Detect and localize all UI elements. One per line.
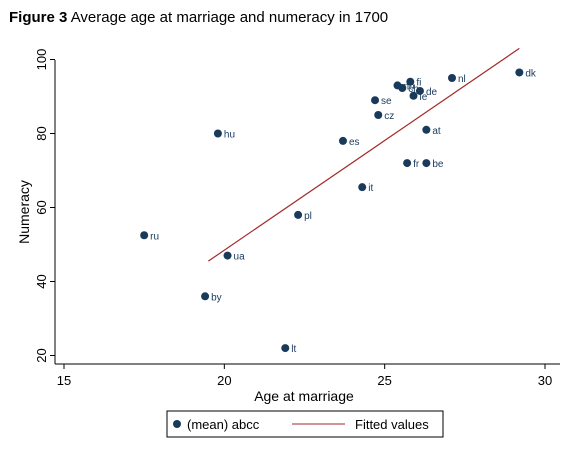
data-point-ua <box>223 251 232 260</box>
data-point-lt <box>281 344 290 353</box>
fitted-line-group <box>207 47 520 262</box>
x-ticks: 15 20 25 30 <box>57 364 552 388</box>
point-label-by: by <box>211 292 222 303</box>
axes <box>54 60 560 365</box>
data-point-hu <box>213 129 222 138</box>
point-label-ie: ie <box>420 92 428 103</box>
data-point-ru <box>140 231 149 240</box>
figure-caption: Figure 3 Average age at marriage and num… <box>9 9 388 26</box>
y-tick-label: 60 <box>34 200 49 214</box>
point-label-it: it <box>368 183 373 194</box>
legend-marker-scatter <box>173 420 181 428</box>
y-ticks: 20 40 60 80 100 <box>34 49 55 363</box>
x-tick-label: 30 <box>538 373 552 388</box>
x-tick-label: 25 <box>377 373 391 388</box>
data-point-cz <box>374 111 383 119</box>
y-tick-label: 20 <box>34 348 49 362</box>
point-label-ch: ch <box>408 84 419 95</box>
y-tick-label: 80 <box>34 126 49 140</box>
point-label-lt: lt <box>291 344 296 355</box>
point-label-nl: nl <box>458 74 466 85</box>
fitted-line <box>207 47 520 262</box>
figure-label: Figure 3 <box>9 9 68 26</box>
point-label-dk: dk <box>525 68 537 79</box>
data-point-es <box>338 136 347 145</box>
y-axis-title: Numeracy <box>16 180 32 244</box>
data-point-de <box>415 86 424 95</box>
data-point-fi <box>406 77 415 86</box>
point-label-cz: cz <box>384 111 394 122</box>
y-tick-label: 100 <box>34 49 49 71</box>
x-tick-label: 15 <box>57 373 71 388</box>
point-label-fr: fr <box>413 159 420 170</box>
y-tick-label: 40 <box>34 274 49 288</box>
point-label-pl: pl <box>304 211 312 222</box>
data-point-by <box>201 292 210 301</box>
point-label-hu: hu <box>224 130 235 141</box>
data-point-dk <box>515 68 524 77</box>
point-label-ru: ru <box>150 231 159 242</box>
point-label-ua: ua <box>234 252 246 263</box>
point-label-fi: fi <box>416 78 421 89</box>
data-point-nl <box>448 74 457 82</box>
data-point-at <box>422 125 431 134</box>
data-point-fr <box>403 159 412 168</box>
data-point-be <box>422 159 431 168</box>
figure-title: Average age at marriage and numeracy in … <box>70 9 389 26</box>
point-label-de: de <box>426 87 438 98</box>
legend-label-scatter: (mean) abcc <box>187 417 260 432</box>
point-label-be: be <box>432 159 444 170</box>
data-point-ie <box>409 91 418 100</box>
legend: (mean) abcc Fitted values <box>166 410 444 438</box>
point-label-no: no <box>403 81 415 92</box>
point-label-es: es <box>349 137 360 148</box>
data-point-se <box>371 96 380 105</box>
point-label-se: se <box>381 96 392 107</box>
x-tick-label: 20 <box>217 373 231 388</box>
data-point-it <box>358 183 367 192</box>
point-label-at: at <box>432 126 441 137</box>
x-axis-title: Age at marriage <box>254 388 354 404</box>
data-point-ch <box>398 83 407 92</box>
data-point-pl <box>294 210 303 219</box>
legend-label-fitted: Fitted values <box>355 417 429 432</box>
